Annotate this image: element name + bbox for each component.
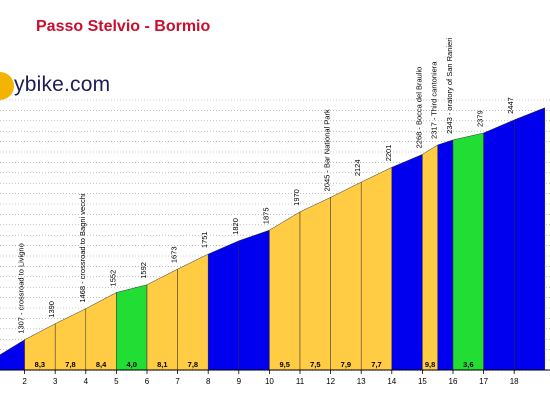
x-tick-label: 11 <box>296 377 305 386</box>
gradient-label: 4,0 <box>126 360 136 369</box>
segment-area <box>299 196 331 371</box>
segment-area <box>391 154 423 371</box>
segment-area <box>360 166 393 371</box>
x-tick-label: 6 <box>145 377 150 386</box>
gradient-label: 8,3 <box>35 360 45 369</box>
x-axis: 2 3 4 5 6 7 8 9 10 11 12 13 14 15 16 17 18 <box>0 369 550 386</box>
segment-area <box>177 253 209 371</box>
segment-area <box>116 284 148 371</box>
elevation-label: 1307 - crossroad to Livigno <box>17 243 26 333</box>
segment-area <box>437 139 454 371</box>
gradient-label: 7,8 <box>188 360 198 369</box>
elevation-label: 2379 <box>476 110 485 127</box>
elevation-label: 1390 <box>47 301 56 318</box>
gradient-label: 8,1 <box>157 360 167 369</box>
segment-area <box>207 240 240 371</box>
x-tick-label: 15 <box>418 377 427 386</box>
x-tick-label: 17 <box>479 377 488 386</box>
x-tick-label: 18 <box>510 377 519 386</box>
x-tick-label: 12 <box>326 377 335 386</box>
elevation-label: 2201 <box>384 145 393 162</box>
segment-area <box>330 181 362 371</box>
x-tick-label: 8 <box>206 377 211 386</box>
x-tick-label: 14 <box>387 377 396 386</box>
x-tick-label: 4 <box>84 377 89 386</box>
site-logo[interactable]: ybike.com <box>0 70 140 104</box>
segment-area <box>513 107 546 371</box>
x-tick-label: 2 <box>22 377 27 386</box>
gradient-label: 8,4 <box>96 360 107 369</box>
segment-area <box>85 292 117 371</box>
elevation-label: 2317 - Third cantoniera <box>430 61 439 139</box>
gradient-label: 7,7 <box>371 360 381 369</box>
segment-areas <box>0 107 546 371</box>
elevation-label: 1820 <box>231 218 240 235</box>
elevation-label: 1468 - crossroad to Bagni vecchi <box>78 193 87 303</box>
elevation-label: 1673 <box>170 246 179 263</box>
segment-area <box>452 132 484 371</box>
x-tick-label: 16 <box>449 377 458 386</box>
segment-area <box>269 211 301 371</box>
gradient-label: 7,8 <box>65 360 75 369</box>
elevation-label: 1592 <box>139 262 148 279</box>
gradient-label: 9,8 <box>425 360 435 369</box>
segment-area <box>238 229 270 371</box>
segment-area <box>483 119 515 371</box>
elevation-label: 2045 - Bar National Park <box>323 109 332 191</box>
elevation-label: 2268 - Bocca del Braulio <box>414 67 423 149</box>
x-tick-label: 3 <box>53 377 58 386</box>
gradient-labels: 8,3 7,8 8,4 4,0 8,1 7,8 9,5 7,5 7,9 7,7 9,8 3,6 <box>35 360 474 369</box>
chart-title: Passo Stelvio - Bormio <box>36 18 211 35</box>
elevation-label: 2447 <box>506 97 515 114</box>
gradient-label: 3,6 <box>463 360 473 369</box>
elevation-label: 1875 <box>261 207 270 224</box>
gradient-label: 7,5 <box>310 360 320 369</box>
segment-area <box>146 268 178 371</box>
logo-icon <box>0 72 14 100</box>
elevation-label: 2124 <box>353 159 362 176</box>
elevation-labels: 1307 - crossroad to Livigno 1390 1468 - cr… <box>17 37 516 333</box>
elevation-label: 1751 <box>200 231 209 248</box>
x-tick-label: 5 <box>114 377 119 386</box>
x-tick-label: 13 <box>357 377 366 386</box>
logo-text: ybike.com <box>14 73 111 96</box>
x-tick-label: 7 <box>175 377 180 386</box>
segment-area <box>0 339 25 371</box>
elevation-label: 1552 <box>108 270 117 287</box>
gradient-label: 7,9 <box>341 360 351 369</box>
gradient-label: 9,5 <box>279 360 289 369</box>
segment-area <box>422 144 438 371</box>
x-tick-label: 9 <box>237 377 242 386</box>
x-tick-label: 10 <box>265 377 274 386</box>
elevation-label: 1970 <box>292 189 301 206</box>
elevation-label: 2343 - oratory of San Ranieri <box>445 37 454 134</box>
